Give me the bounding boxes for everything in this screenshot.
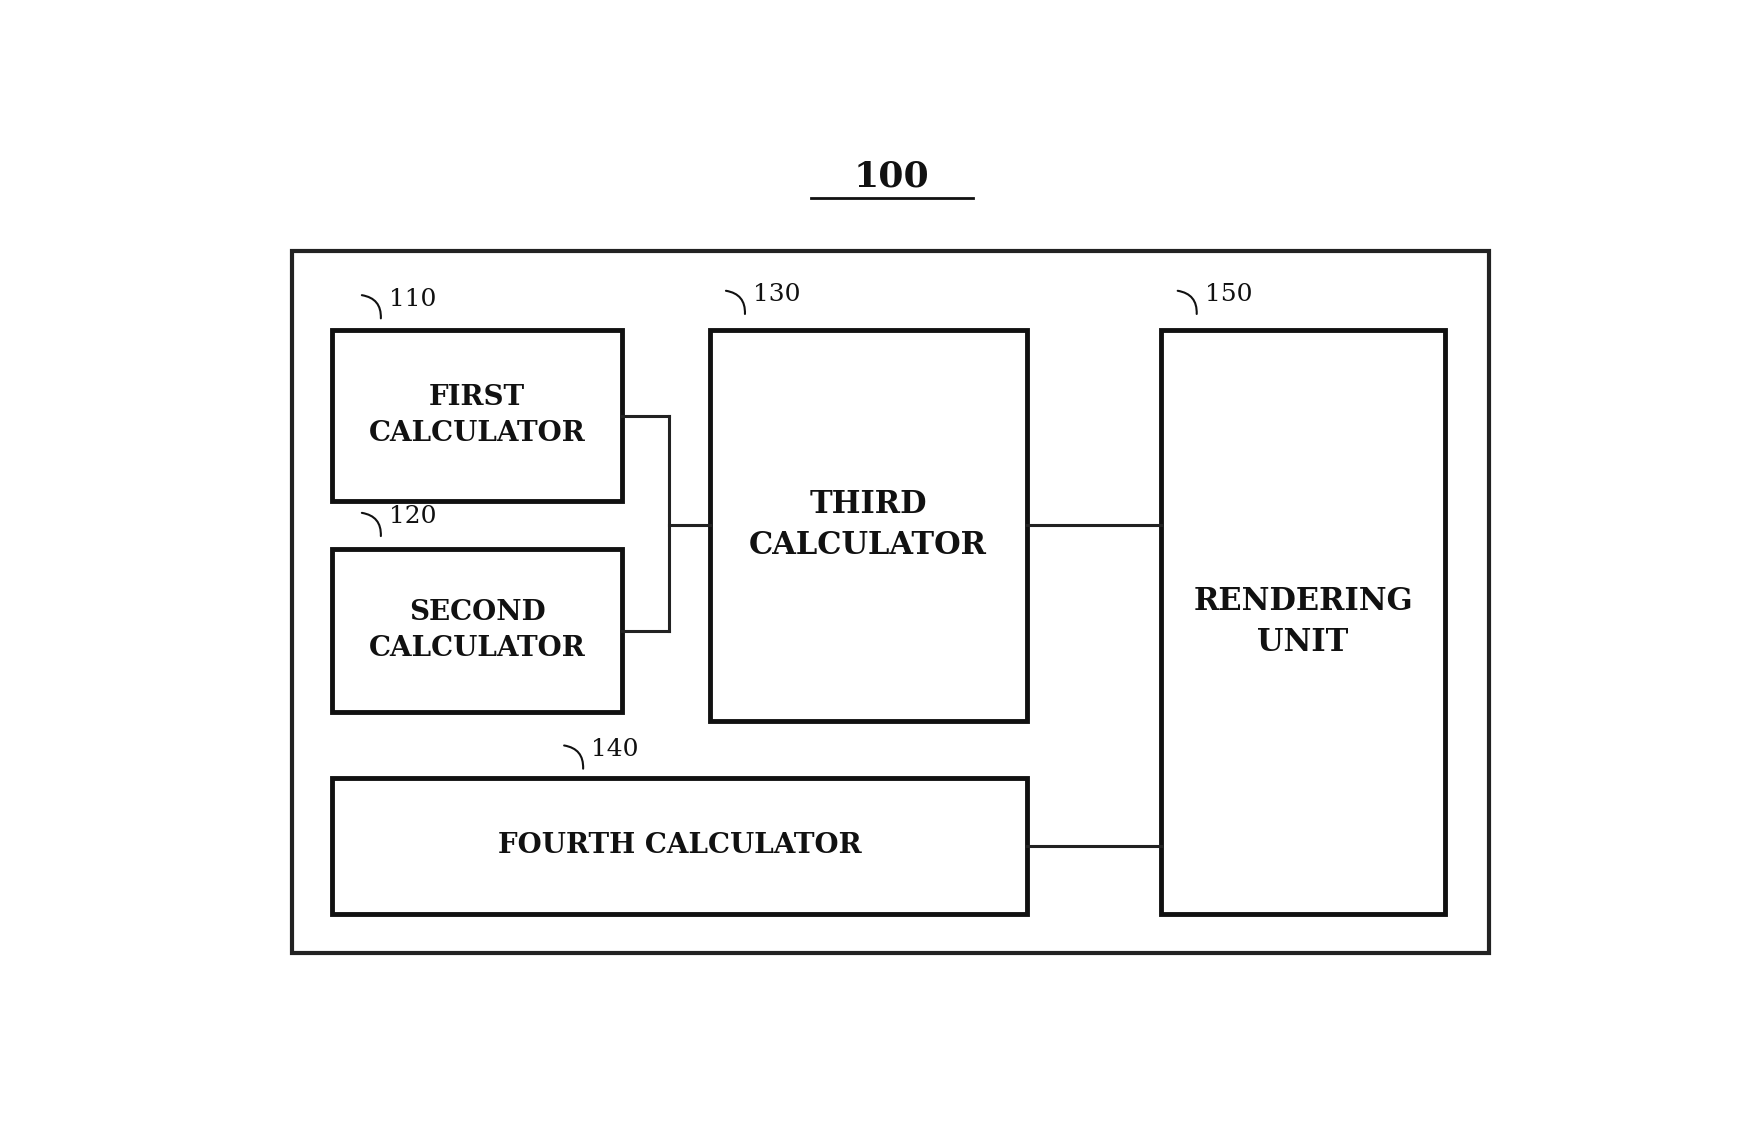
Text: FIRST
CALCULATOR: FIRST CALCULATOR [369, 384, 584, 447]
Bar [332, 777, 1026, 913]
Text: 130: 130 [753, 284, 800, 307]
Text: 110: 110 [388, 287, 436, 311]
Text: 150: 150 [1203, 284, 1252, 307]
Bar [1162, 329, 1443, 913]
Text: SECOND
CALCULATOR: SECOND CALCULATOR [369, 600, 584, 661]
Text: 100: 100 [854, 160, 929, 194]
Text: RENDERING
UNIT: RENDERING UNIT [1193, 586, 1412, 658]
Text: THIRD
CALCULATOR: THIRD CALCULATOR [750, 489, 986, 561]
Text: 140: 140 [591, 738, 638, 762]
Bar [710, 329, 1026, 720]
Bar [332, 549, 623, 711]
Text: 120: 120 [388, 505, 436, 528]
Bar [332, 329, 623, 502]
Text: FOURTH CALCULATOR: FOURTH CALCULATOR [497, 832, 861, 860]
Bar [292, 251, 1489, 953]
